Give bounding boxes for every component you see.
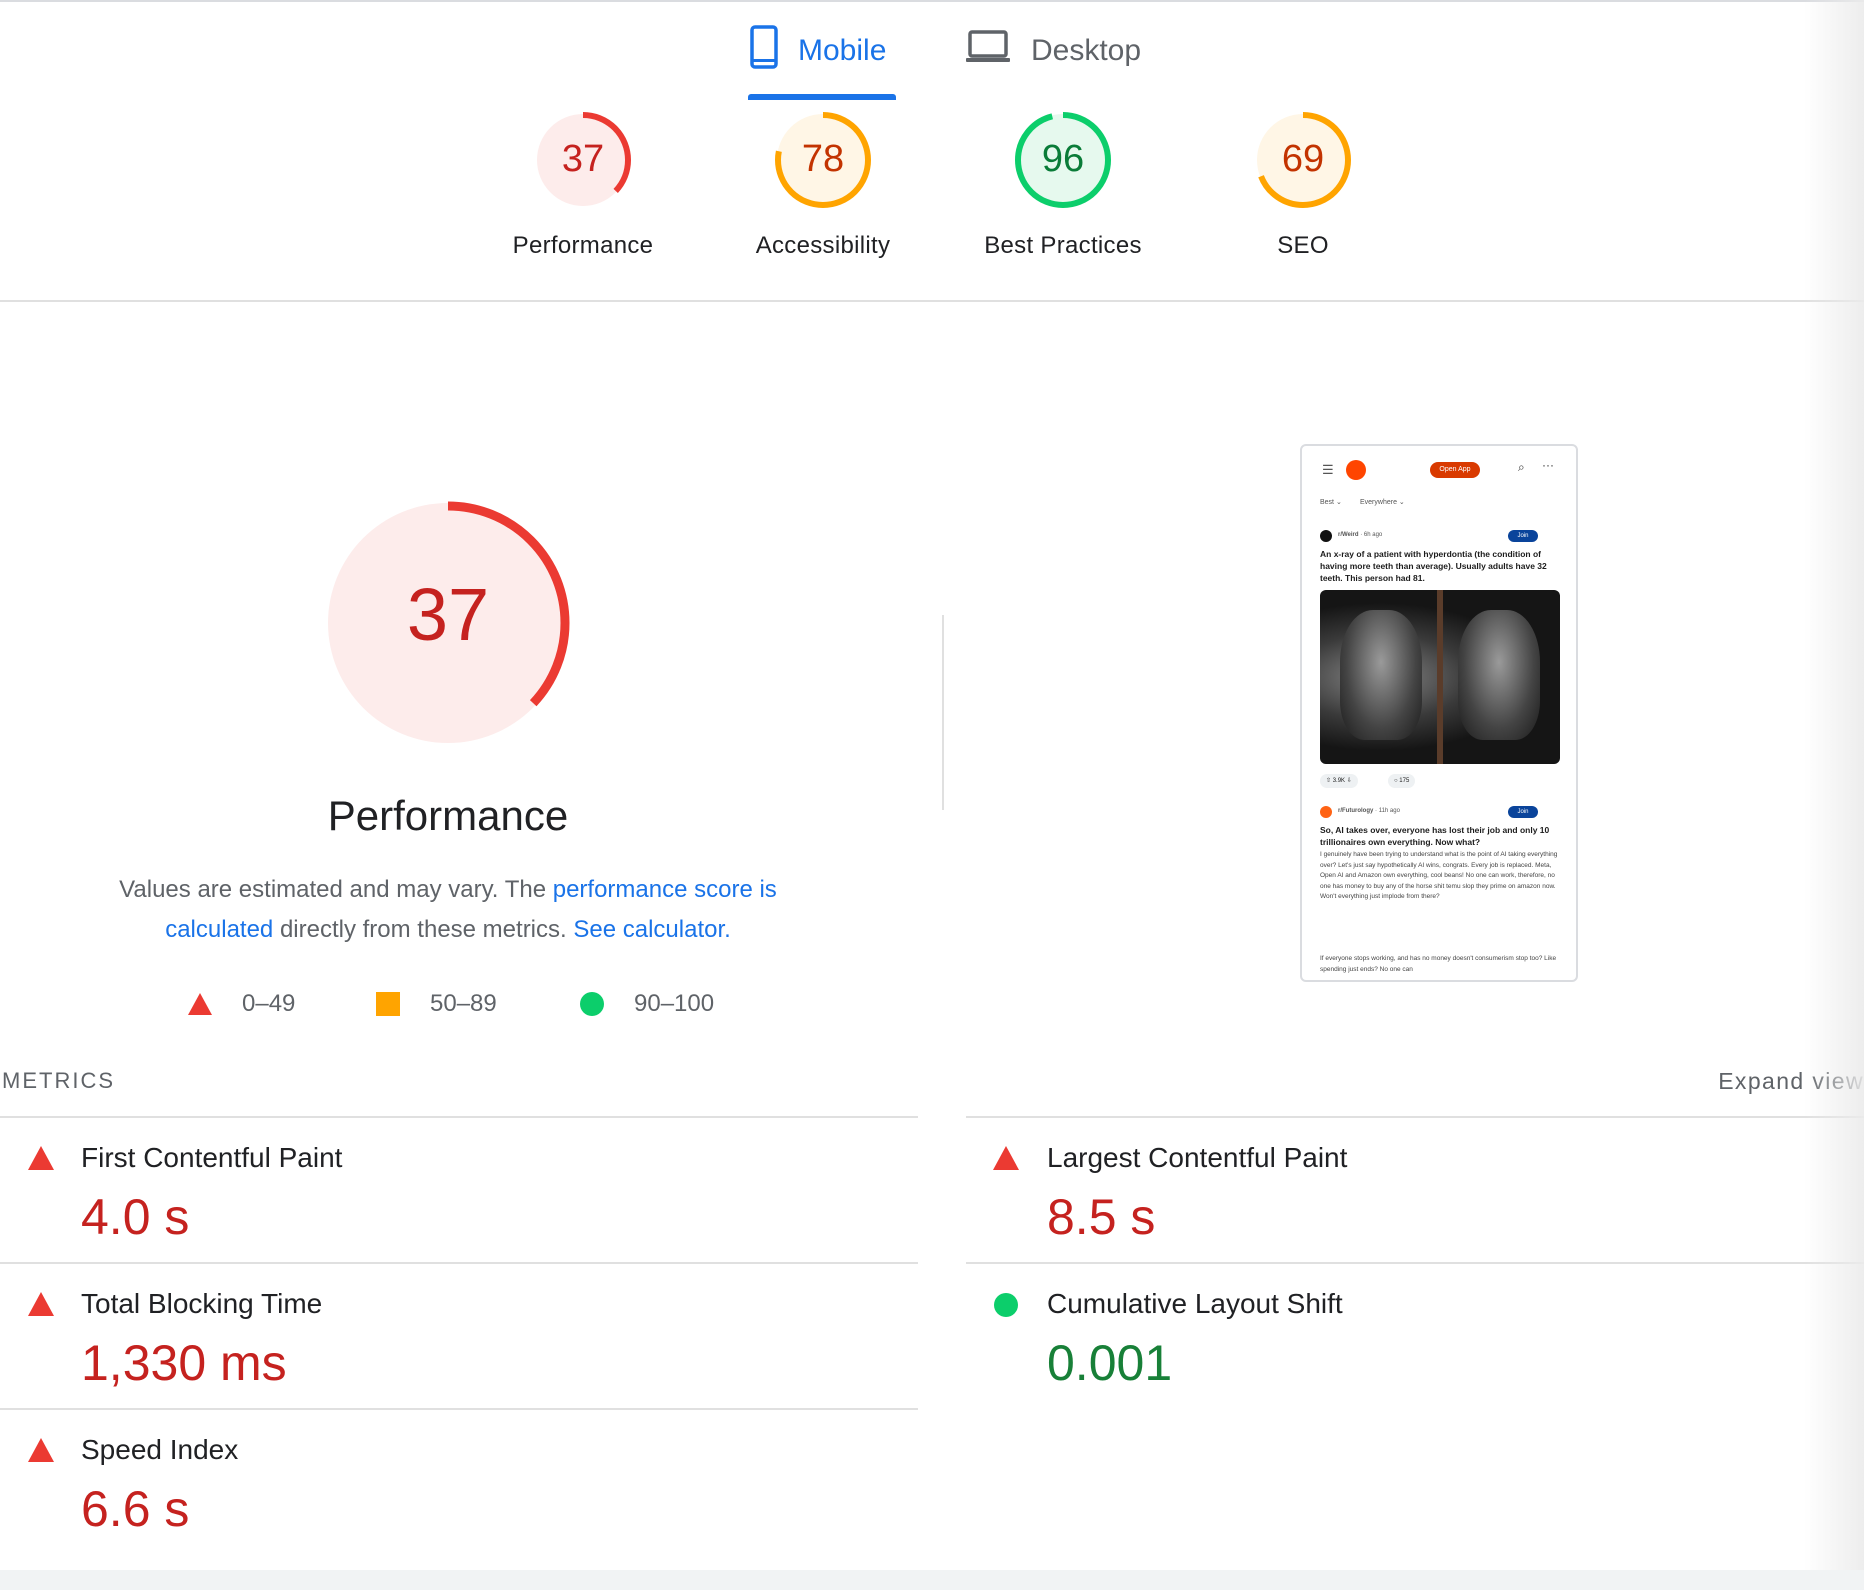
legend-fail-range: 0–49 (242, 990, 296, 1017)
see-calculator-link[interactable]: See calculator. (573, 916, 731, 943)
post2-body-2: If everyone stops working, and has no mo… (1320, 955, 1557, 973)
circle-icon (580, 992, 604, 1016)
search-icon: ⌕ (1518, 460, 1525, 474)
post1-xray-image (1320, 590, 1560, 764)
gauge-accessibility[interactable]: 78 Accessibility (713, 110, 933, 260)
fail-triangle-icon (28, 1292, 54, 1316)
legend-average-range: 50–89 (430, 990, 497, 1017)
metric-si-value: 6.6 s (81, 1481, 190, 1537)
metric-fcp-name: First Contentful Paint (81, 1142, 343, 1173)
post1-title: An x-ray of a patient with hyperdontia (… (1320, 549, 1547, 583)
post1-join-button: Join (1508, 530, 1538, 542)
filter-best: Best ⌄ (1320, 499, 1342, 506)
gauge-accessibility-ring (775, 112, 871, 208)
metrics-divider-right (966, 1116, 1864, 1118)
metrics-row-divider (0, 1262, 918, 1264)
smartphone-icon (750, 25, 798, 77)
desc-text-2: directly from these metrics. (273, 916, 574, 943)
metric-si-name: Speed Index (81, 1434, 239, 1465)
tab-desktop-label: Desktop (1031, 34, 1142, 67)
metric-cls-value: 0.001 (1047, 1335, 1173, 1391)
tab-desktop[interactable]: Desktop (965, 26, 1141, 76)
post1-upvotes: 3.9K (1332, 778, 1346, 784)
metric-lcp-name: Largest Contentful Paint (1047, 1142, 1348, 1173)
gauge-best-practices-label: Best Practices (984, 232, 1142, 259)
legend-pass: 90–100 (580, 990, 714, 1018)
gauge-accessibility-label: Accessibility (755, 232, 891, 259)
fail-triangle-icon (28, 1438, 54, 1462)
gauge-seo-ring (1255, 112, 1351, 208)
metric-tbt-value: 1,330 ms (81, 1335, 287, 1391)
performance-gauge-large (326, 501, 570, 745)
open-app-button: Open App (1430, 462, 1480, 478)
fail-triangle-icon (28, 1146, 54, 1170)
post1-meta: r/Weird · 6h ago (1338, 532, 1383, 538)
filter-everywhere: Everywhere ⌄ (1360, 499, 1405, 506)
top-border (0, 0, 1864, 3)
metrics-row-divider (966, 1262, 1864, 1264)
bottom-bar (0, 1570, 1864, 1590)
metrics-row-divider (0, 1408, 918, 1410)
reddit-logo-icon (1346, 460, 1366, 480)
performance-description: Values are estimated and may vary. The p… (70, 870, 826, 950)
post1-vote-bar: ⇧ 3.9K ⇩ (1320, 774, 1358, 788)
right-edge-shadow (1804, 0, 1864, 1590)
pass-circle-icon (994, 1293, 1018, 1317)
gauge-best-practices-ring (1015, 112, 1111, 208)
active-tab-indicator (748, 94, 896, 100)
legend-fail: 0–49 (188, 990, 295, 1018)
performance-score-large: 37 (406, 573, 490, 656)
metric-lcp-value: 8.5 s (1047, 1189, 1156, 1245)
vertical-separator (942, 615, 944, 810)
metrics-heading: METRICS (2, 1068, 115, 1093)
menu-icon: ☰ (1322, 462, 1334, 477)
gauge-performance-label: Performance (512, 232, 654, 259)
metrics-divider-left (0, 1116, 918, 1118)
post2-meta: r/Futurology · 11h ago (1338, 808, 1400, 814)
gauge-seo-score: 69 (1281, 138, 1325, 180)
gauge-seo-label: SEO (1277, 232, 1329, 259)
more-icon: ··· (1542, 458, 1554, 472)
post1-comments: ○ 175 (1388, 774, 1416, 788)
tab-mobile[interactable]: Mobile (750, 25, 887, 77)
gauge-performance-ring (535, 112, 631, 208)
desc-text-1: Values are estimated and may vary. The (119, 876, 553, 903)
legend-pass-range: 90–100 (634, 990, 715, 1017)
triangle-icon (188, 993, 212, 1015)
post2-avatar (1320, 806, 1332, 818)
gauge-accessibility-score: 78 (801, 138, 845, 180)
legend-average: 50–89 (376, 990, 497, 1018)
performance-title: Performance (327, 792, 569, 839)
post2-body: I genuinely have been trying to understa… (1320, 851, 1558, 900)
final-screenshot: ☰ Open App ⌕ ··· Best ⌄ Everywhere ⌄ r/W… (1300, 444, 1578, 982)
performance-score-link[interactable]: performance score is calculated (165, 876, 777, 943)
gauge-best-practices-score: 96 (1041, 138, 1085, 180)
laptop-icon (965, 30, 1031, 72)
post1-avatar (1320, 530, 1332, 542)
gauge-performance[interactable]: 37 Performance (473, 110, 693, 260)
fail-triangle-icon (993, 1146, 1019, 1170)
gauge-seo[interactable]: 69 SEO (1193, 110, 1413, 260)
post2-title: So, AI takes over, everyone has lost the… (1320, 825, 1550, 847)
metric-fcp-value: 4.0 s (81, 1189, 190, 1245)
gauge-best-practices[interactable]: 96 Best Practices (953, 110, 1173, 260)
metric-cls-name: Cumulative Layout Shift (1047, 1288, 1343, 1319)
header-divider (0, 300, 1864, 302)
gauge-performance-score: 37 (561, 138, 605, 180)
post2-join-button: Join (1508, 806, 1538, 818)
square-icon (376, 992, 400, 1016)
tab-mobile-label: Mobile (798, 34, 887, 67)
metric-tbt-name: Total Blocking Time (81, 1288, 323, 1319)
